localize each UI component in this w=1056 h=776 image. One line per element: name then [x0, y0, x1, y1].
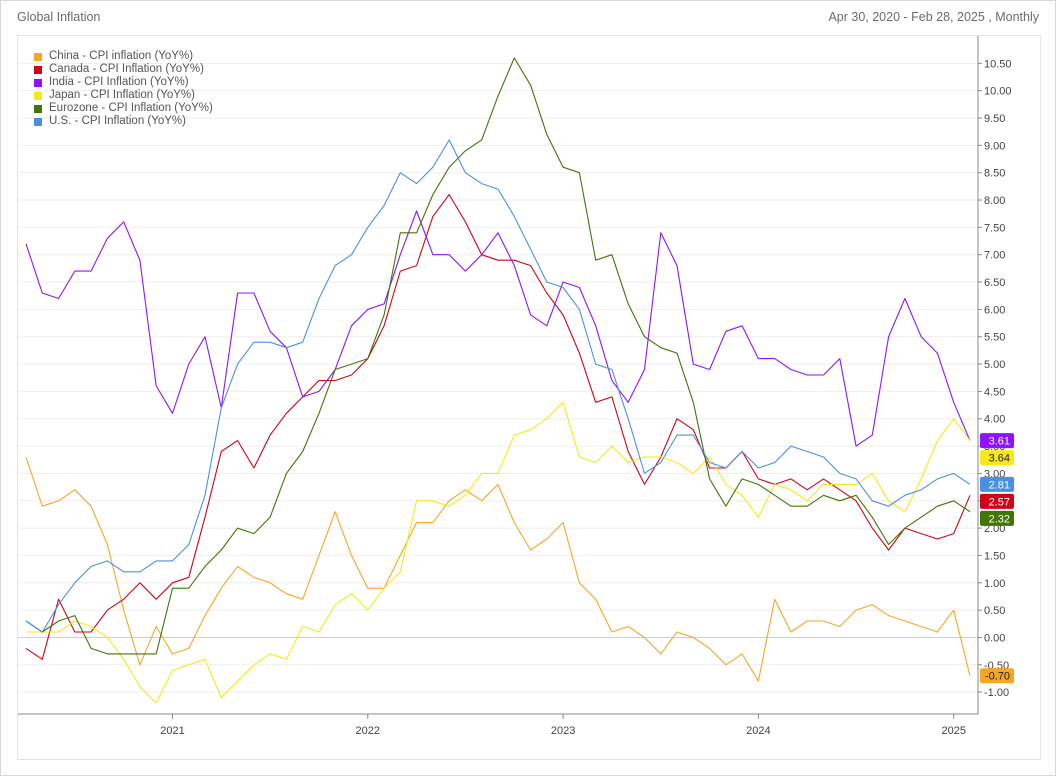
series-line-5: [25, 139, 971, 633]
legend-item: Japan - CPI Inflation (YoY%): [34, 89, 213, 102]
legend-item: Eurozone - CPI Inflation (YoY%): [34, 102, 213, 115]
legend-label: Canada - CPI Inflation (YoY%): [49, 63, 204, 75]
y-tick-label: 4.00: [984, 414, 1005, 426]
legend-swatch: [34, 91, 42, 100]
last-value-badge-bg: [980, 450, 1014, 466]
series-line-0: [25, 456, 971, 682]
y-tick-label: 7.50: [984, 222, 1005, 234]
last-value-label: 2.32: [989, 513, 1010, 525]
last-value-badge: 3.64: [980, 450, 1014, 466]
y-tick-label: 9.00: [984, 140, 1005, 152]
last-value-badge-bg: [980, 433, 1014, 449]
legend-item: India - CPI Inflation (YoY%): [34, 76, 213, 89]
series-line-4: [25, 57, 971, 655]
legend-item: China - CPI inflation (YoY%): [34, 50, 213, 63]
date-range-label: Apr 30, 2020 - Feb 28, 2025 , Monthly: [828, 10, 1039, 24]
x-tick-label: 2025: [941, 725, 965, 737]
series-line-1: [25, 194, 971, 660]
series-line-3: [26, 401, 971, 704]
x-tick-label: 2022: [356, 725, 380, 737]
chart-title: Global Inflation: [17, 10, 101, 24]
chart-panel: [17, 35, 1041, 760]
legend-label: U.S. - CPI Inflation (YoY%): [49, 115, 186, 127]
y-tick-label: 2.00: [984, 523, 1005, 535]
last-value-label: -0.70: [985, 671, 1010, 683]
y-tick-label: 10.50: [984, 58, 1012, 70]
last-value-label: 3.64: [989, 453, 1010, 465]
y-tick-label: 0.50: [984, 605, 1005, 617]
last-value-label: 2.81: [989, 479, 1010, 491]
y-tick-label: 9.50: [984, 113, 1005, 125]
series-line-2: [25, 210, 971, 447]
last-value-badge-bg: [980, 668, 1014, 684]
legend-swatch: [34, 52, 42, 61]
y-tick-label: 8.50: [984, 168, 1005, 180]
last-value-badge: 2.81: [980, 476, 1014, 492]
last-value-badge: 2.57: [980, 493, 1014, 509]
y-tick-label: 1.50: [984, 550, 1005, 562]
x-tick-label: 2024: [746, 725, 770, 737]
x-tick-label: 2021: [160, 725, 184, 737]
y-tick-label: 5.00: [984, 359, 1005, 371]
y-tick-label: 1.00: [984, 578, 1005, 590]
legend-swatch: [34, 117, 42, 126]
legend-label: Japan - CPI Inflation (YoY%): [49, 89, 195, 101]
y-tick-label: 8.00: [984, 195, 1005, 207]
legend-label: China - CPI inflation (YoY%): [49, 50, 194, 62]
legend-label: India - CPI Inflation (YoY%): [49, 76, 189, 88]
legend-swatch: [34, 78, 42, 87]
y-tick-label: -1.00: [984, 687, 1009, 699]
legend-label: Eurozone - CPI Inflation (YoY%): [49, 102, 213, 114]
y-tick-label: 4.50: [984, 386, 1005, 398]
y-tick-label: 0.00: [984, 632, 1005, 644]
last-value-badge-bg: [980, 510, 1014, 526]
last-value-badge-bg: [980, 493, 1014, 509]
y-tick-label: 5.50: [984, 332, 1005, 344]
last-value-label: 2.57: [989, 496, 1010, 508]
legend-item: Canada - CPI Inflation (YoY%): [34, 63, 213, 76]
y-tick-label: 6.50: [984, 277, 1005, 289]
legend: China - CPI inflation (YoY%) Canada - CPI…: [34, 50, 213, 128]
legend-swatch: [34, 104, 42, 113]
y-tick-label: 7.00: [984, 250, 1005, 262]
last-value-badge: 2.32: [980, 510, 1014, 526]
x-tick-label: 2023: [551, 725, 575, 737]
legend-swatch: [34, 65, 42, 74]
last-value-badge-bg: [980, 476, 1014, 492]
y-tick-label: 6.00: [984, 304, 1005, 316]
y-tick-label: 10.00: [984, 86, 1012, 98]
last-value-label: 3.61: [989, 436, 1010, 448]
last-value-badge: 3.61: [980, 433, 1014, 449]
last-value-badge: -0.70: [980, 668, 1014, 684]
legend-item: U.S. - CPI Inflation (YoY%): [34, 115, 213, 128]
